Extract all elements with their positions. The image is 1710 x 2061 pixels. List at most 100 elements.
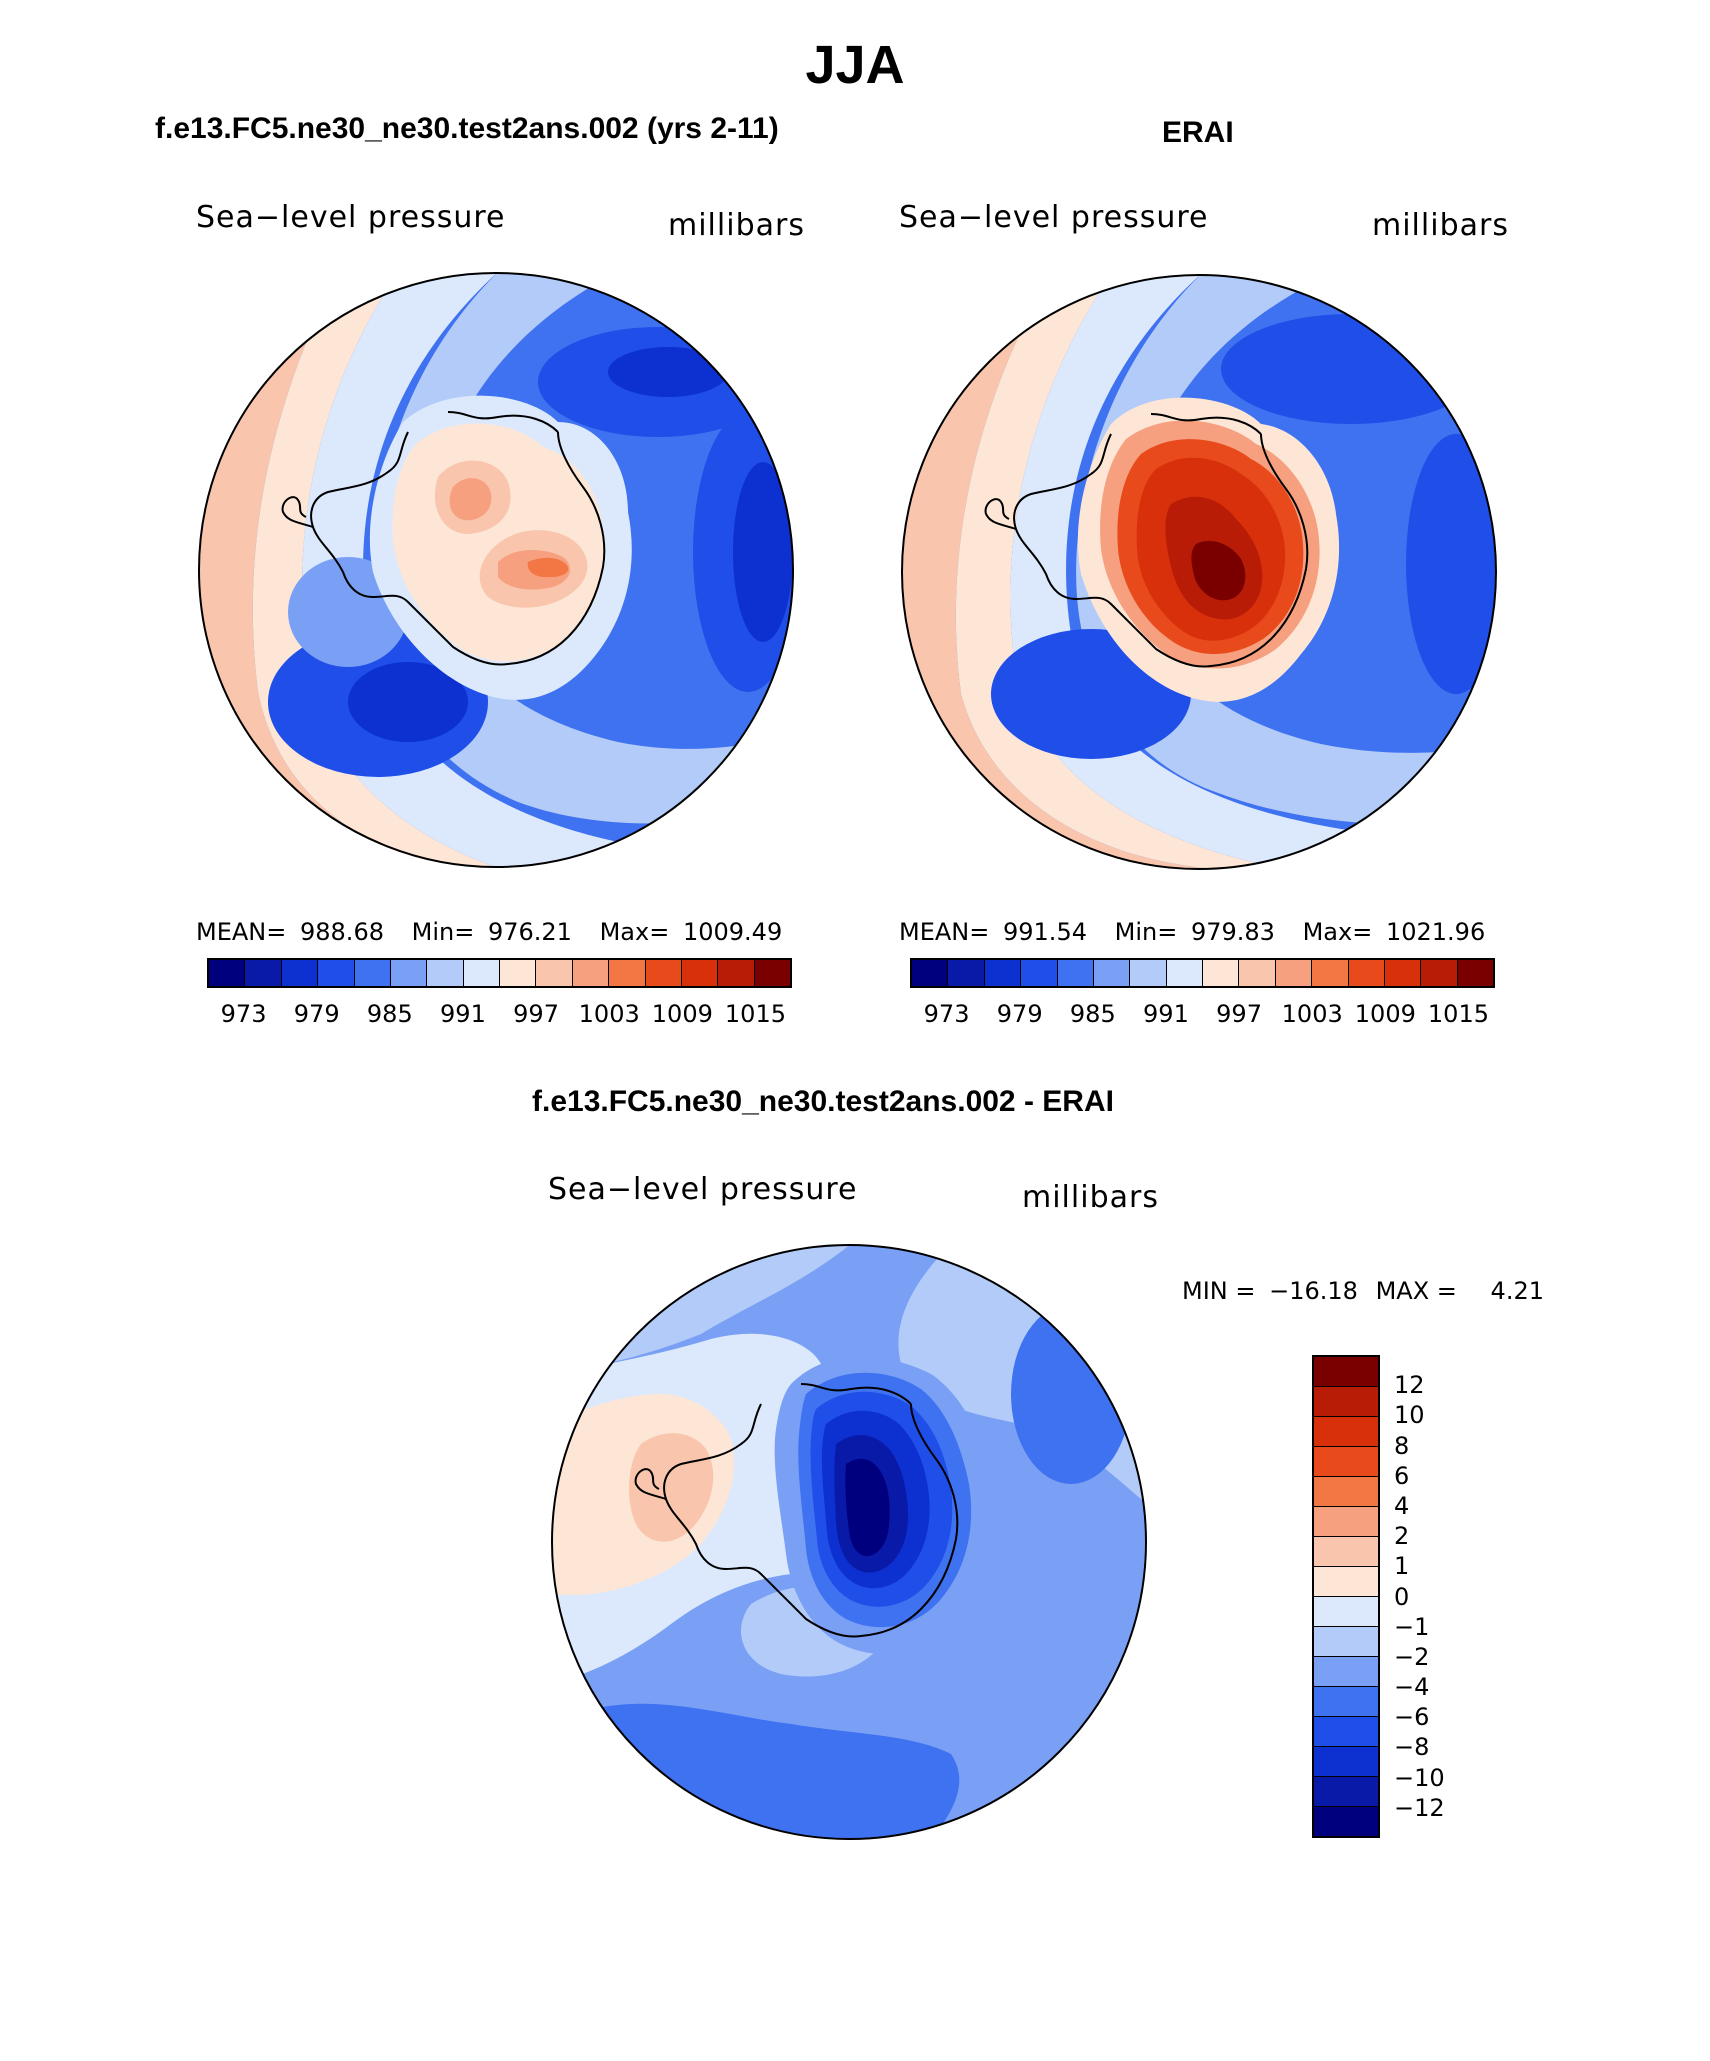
colorbar-swatch	[1314, 1717, 1378, 1747]
colorbar-tick-label: −6	[1394, 1703, 1430, 1732]
colorbar-swatch	[1314, 1357, 1378, 1387]
colorbar-tick-label: 991	[1143, 1000, 1189, 1028]
panel-2-title: ERAI	[1162, 116, 1234, 149]
colorbar-swatch	[1314, 1747, 1378, 1777]
panel-1-colorbar	[207, 958, 792, 988]
panel-2-max-value: 1021.96	[1385, 918, 1486, 946]
colorbar-swatch	[1421, 960, 1458, 986]
colorbar-swatch	[1239, 960, 1276, 986]
colorbar-swatch	[354, 960, 391, 986]
diff-units-label: millibars	[1022, 1180, 1159, 1215]
colorbar-tick-label: 1015	[724, 1000, 786, 1028]
colorbar-swatch	[1314, 1537, 1378, 1567]
diff-panel-map	[551, 1244, 1147, 1840]
colorbar-swatch	[681, 960, 719, 986]
diff-max-value: 4.21	[1490, 1277, 1544, 1305]
panel-1-units-label: millibars	[668, 208, 805, 243]
panel-1-mean-label: MEAN=	[196, 918, 287, 946]
diff-panel-title: f.e13.FC5.ne30_ne30.test2ans.002 - ERAI	[532, 1085, 1114, 1118]
colorbar-tick-label: 6	[1394, 1461, 1410, 1490]
colorbar-tick-label: −1	[1394, 1612, 1430, 1641]
colorbar-swatch	[1314, 1627, 1378, 1657]
colorbar-swatch	[536, 960, 573, 986]
panel-2-colorbar-ticks: 973 979 985 991 997 1003 1009 1015	[910, 1000, 1495, 1030]
colorbar-tick-label: 8	[1394, 1431, 1410, 1460]
colorbar-swatch	[427, 960, 464, 986]
panel-2-max-label: Max=	[1302, 918, 1373, 946]
panel-2-mean-value: 991.54	[1003, 918, 1087, 946]
colorbar-tick-label: 985	[1069, 1000, 1116, 1028]
colorbar-swatch	[281, 960, 319, 986]
colorbar-swatch	[1021, 960, 1058, 986]
colorbar-swatch	[1457, 960, 1493, 986]
colorbar-swatch	[1314, 1387, 1378, 1417]
colorbar-tick-label: 4	[1394, 1491, 1410, 1520]
colorbar-swatch	[1314, 1417, 1378, 1447]
colorbar-swatch	[1312, 960, 1349, 986]
figure-title: JJA	[805, 35, 905, 95]
colorbar-swatch	[1314, 1777, 1378, 1807]
colorbar-swatch	[1203, 960, 1240, 986]
colorbar-swatch	[645, 960, 682, 986]
panel-2-field-label: Sea−level pressure	[899, 200, 1209, 235]
colorbar-tick-label: 1009	[651, 1000, 713, 1028]
colorbar-tick-label: 997	[513, 1000, 559, 1028]
panel-2-colorbar	[910, 958, 1495, 988]
panel-1-map	[198, 272, 794, 868]
colorbar-swatch	[463, 960, 500, 986]
colorbar-tick-label: −8	[1394, 1733, 1430, 1762]
colorbar-swatch	[390, 960, 428, 986]
colorbar-swatch	[718, 960, 755, 986]
colorbar-swatch	[754, 960, 790, 986]
panel-1-colorbar-ticks: 973 979 985 991 997 1003 1009 1015	[207, 1000, 792, 1030]
colorbar-swatch	[609, 960, 646, 986]
colorbar-tick-label: −4	[1394, 1673, 1430, 1702]
colorbar-swatch	[245, 960, 282, 986]
colorbar-swatch	[1275, 960, 1313, 986]
colorbar-tick-label: 985	[366, 1000, 413, 1028]
panel-2-stats: MEAN= 991.54 Min= 979.83 Max= 1021.96	[899, 918, 1485, 946]
panel-2-mean-label: MEAN=	[899, 918, 990, 946]
colorbar-swatch	[1314, 1597, 1378, 1627]
colorbar-swatch	[1314, 1687, 1378, 1717]
colorbar-swatch	[1348, 960, 1385, 986]
colorbar-swatch	[1314, 1447, 1378, 1477]
panel-2-min-value: 979.83	[1190, 918, 1275, 946]
colorbar-swatch	[318, 960, 355, 986]
colorbar-swatch	[1314, 1477, 1378, 1507]
panel-1-stats: MEAN= 988.68 Min= 976.21 Max= 1009.49	[196, 918, 782, 946]
panel-1-min-label: Min=	[411, 918, 475, 946]
colorbar-swatch	[1314, 1507, 1378, 1537]
panel-1-min-value: 976.21	[487, 918, 572, 946]
diff-max-label: MAX =	[1375, 1277, 1457, 1305]
panel-1-mean-value: 988.68	[300, 918, 384, 946]
colorbar-tick-label: 1003	[578, 1000, 640, 1028]
diff-min-label: MIN =	[1182, 1277, 1256, 1305]
panel-1-title: f.e13.FC5.ne30_ne30.test2ans.002 (yrs 2-…	[155, 112, 779, 145]
panel-2-units-label: millibars	[1372, 208, 1509, 243]
colorbar-swatch	[1093, 960, 1131, 986]
colorbar-tick-label: 1	[1394, 1552, 1410, 1581]
colorbar-tick-label: 979	[293, 1000, 340, 1028]
colorbar-swatch	[1314, 1567, 1378, 1597]
colorbar-tick-label: 979	[996, 1000, 1043, 1028]
colorbar-swatch	[912, 960, 949, 986]
panel-1-max-label: Max=	[599, 918, 670, 946]
colorbar-swatch	[984, 960, 1022, 986]
panel-1-field-label: Sea−level pressure	[196, 200, 506, 235]
colorbar-tick-label: 997	[1216, 1000, 1262, 1028]
diff-colorbar	[1312, 1355, 1380, 1838]
colorbar-swatch	[209, 960, 246, 986]
colorbar-swatch	[572, 960, 610, 986]
colorbar-swatch	[500, 960, 537, 986]
colorbar-tick-label: 0	[1394, 1582, 1410, 1611]
colorbar-swatch	[948, 960, 985, 986]
colorbar-tick-label: 973	[923, 1000, 970, 1028]
panel-2-map	[901, 274, 1497, 870]
panel-2-min-label: Min=	[1114, 918, 1178, 946]
colorbar-swatch	[1314, 1657, 1378, 1687]
colorbar-tick-label: 1015	[1427, 1000, 1489, 1028]
colorbar-tick-label: −10	[1394, 1763, 1445, 1792]
colorbar-tick-label: −2	[1394, 1642, 1430, 1671]
colorbar-swatch	[1314, 1807, 1378, 1836]
